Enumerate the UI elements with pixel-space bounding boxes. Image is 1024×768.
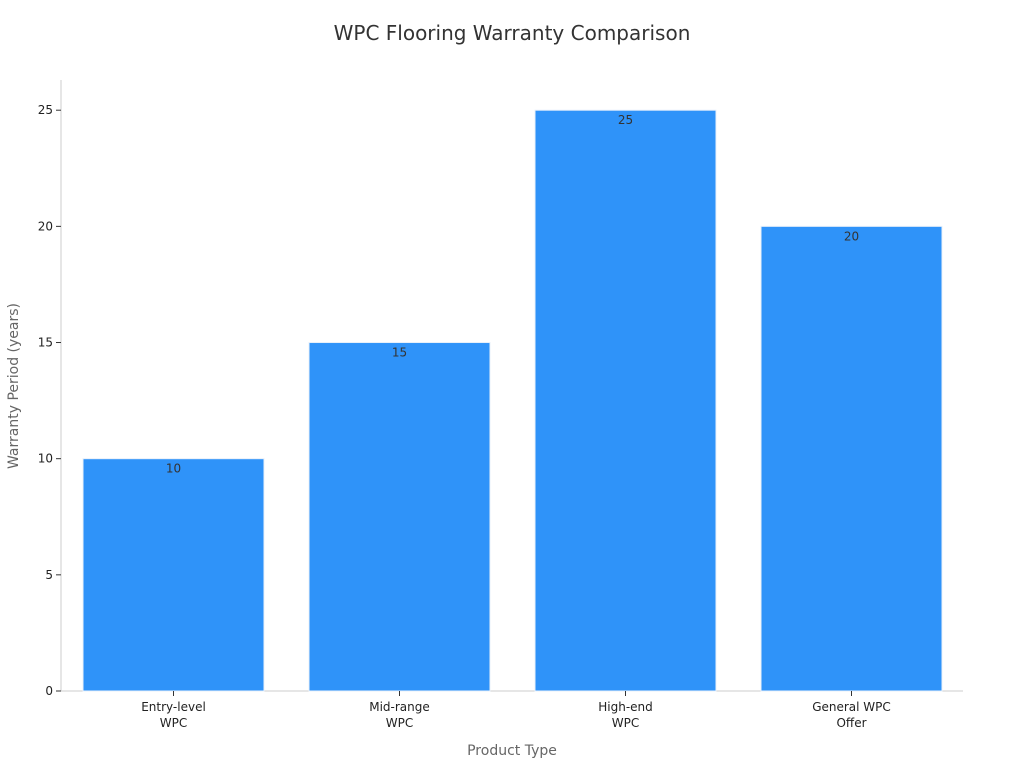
y-tick-label: 10 — [38, 452, 53, 466]
y-tick-label: 20 — [38, 219, 53, 233]
x-tick-label-line: WPC — [386, 716, 413, 730]
y-tick-label: 5 — [45, 568, 53, 582]
bar — [534, 109, 717, 692]
bar-data-label: 20 — [844, 229, 859, 243]
x-tick-label: General WPC Offer — [812, 700, 891, 730]
y-axis-label: Warranty Period (years) — [6, 303, 22, 469]
x-tick-label-line: General WPC — [812, 700, 891, 714]
x-axis-label: Product Type — [467, 743, 557, 759]
bar-data-label: 10 — [166, 462, 181, 476]
x-tick-label: Mid-range WPC — [369, 700, 430, 730]
bar — [82, 458, 265, 692]
bar — [308, 342, 491, 692]
chart-title: WPC Flooring Warranty Comparison — [334, 21, 691, 45]
x-tick-label-line: WPC — [160, 716, 187, 730]
x-tick-label-line: High-end — [598, 700, 653, 714]
x-tick-label-line: Offer — [836, 716, 866, 730]
y-tick-label: 25 — [38, 103, 53, 117]
plot-area: 0 5 10 15 20 25 10 Entry-level WPC 15 Mid-range WPC… — [38, 80, 963, 730]
x-tick-label: High-end WPC — [598, 700, 653, 730]
y-tick-label: 0 — [45, 684, 53, 698]
y-tick-label: 15 — [38, 336, 53, 350]
bar-data-label: 25 — [618, 113, 633, 127]
x-tick-label-line: Mid-range — [369, 700, 430, 714]
x-tick-label-line: WPC — [612, 716, 639, 730]
bar-data-label: 15 — [392, 346, 407, 360]
x-tick-label-line: Entry-level — [141, 700, 206, 714]
bar — [760, 225, 943, 692]
x-tick-label: Entry-level WPC — [141, 700, 206, 730]
